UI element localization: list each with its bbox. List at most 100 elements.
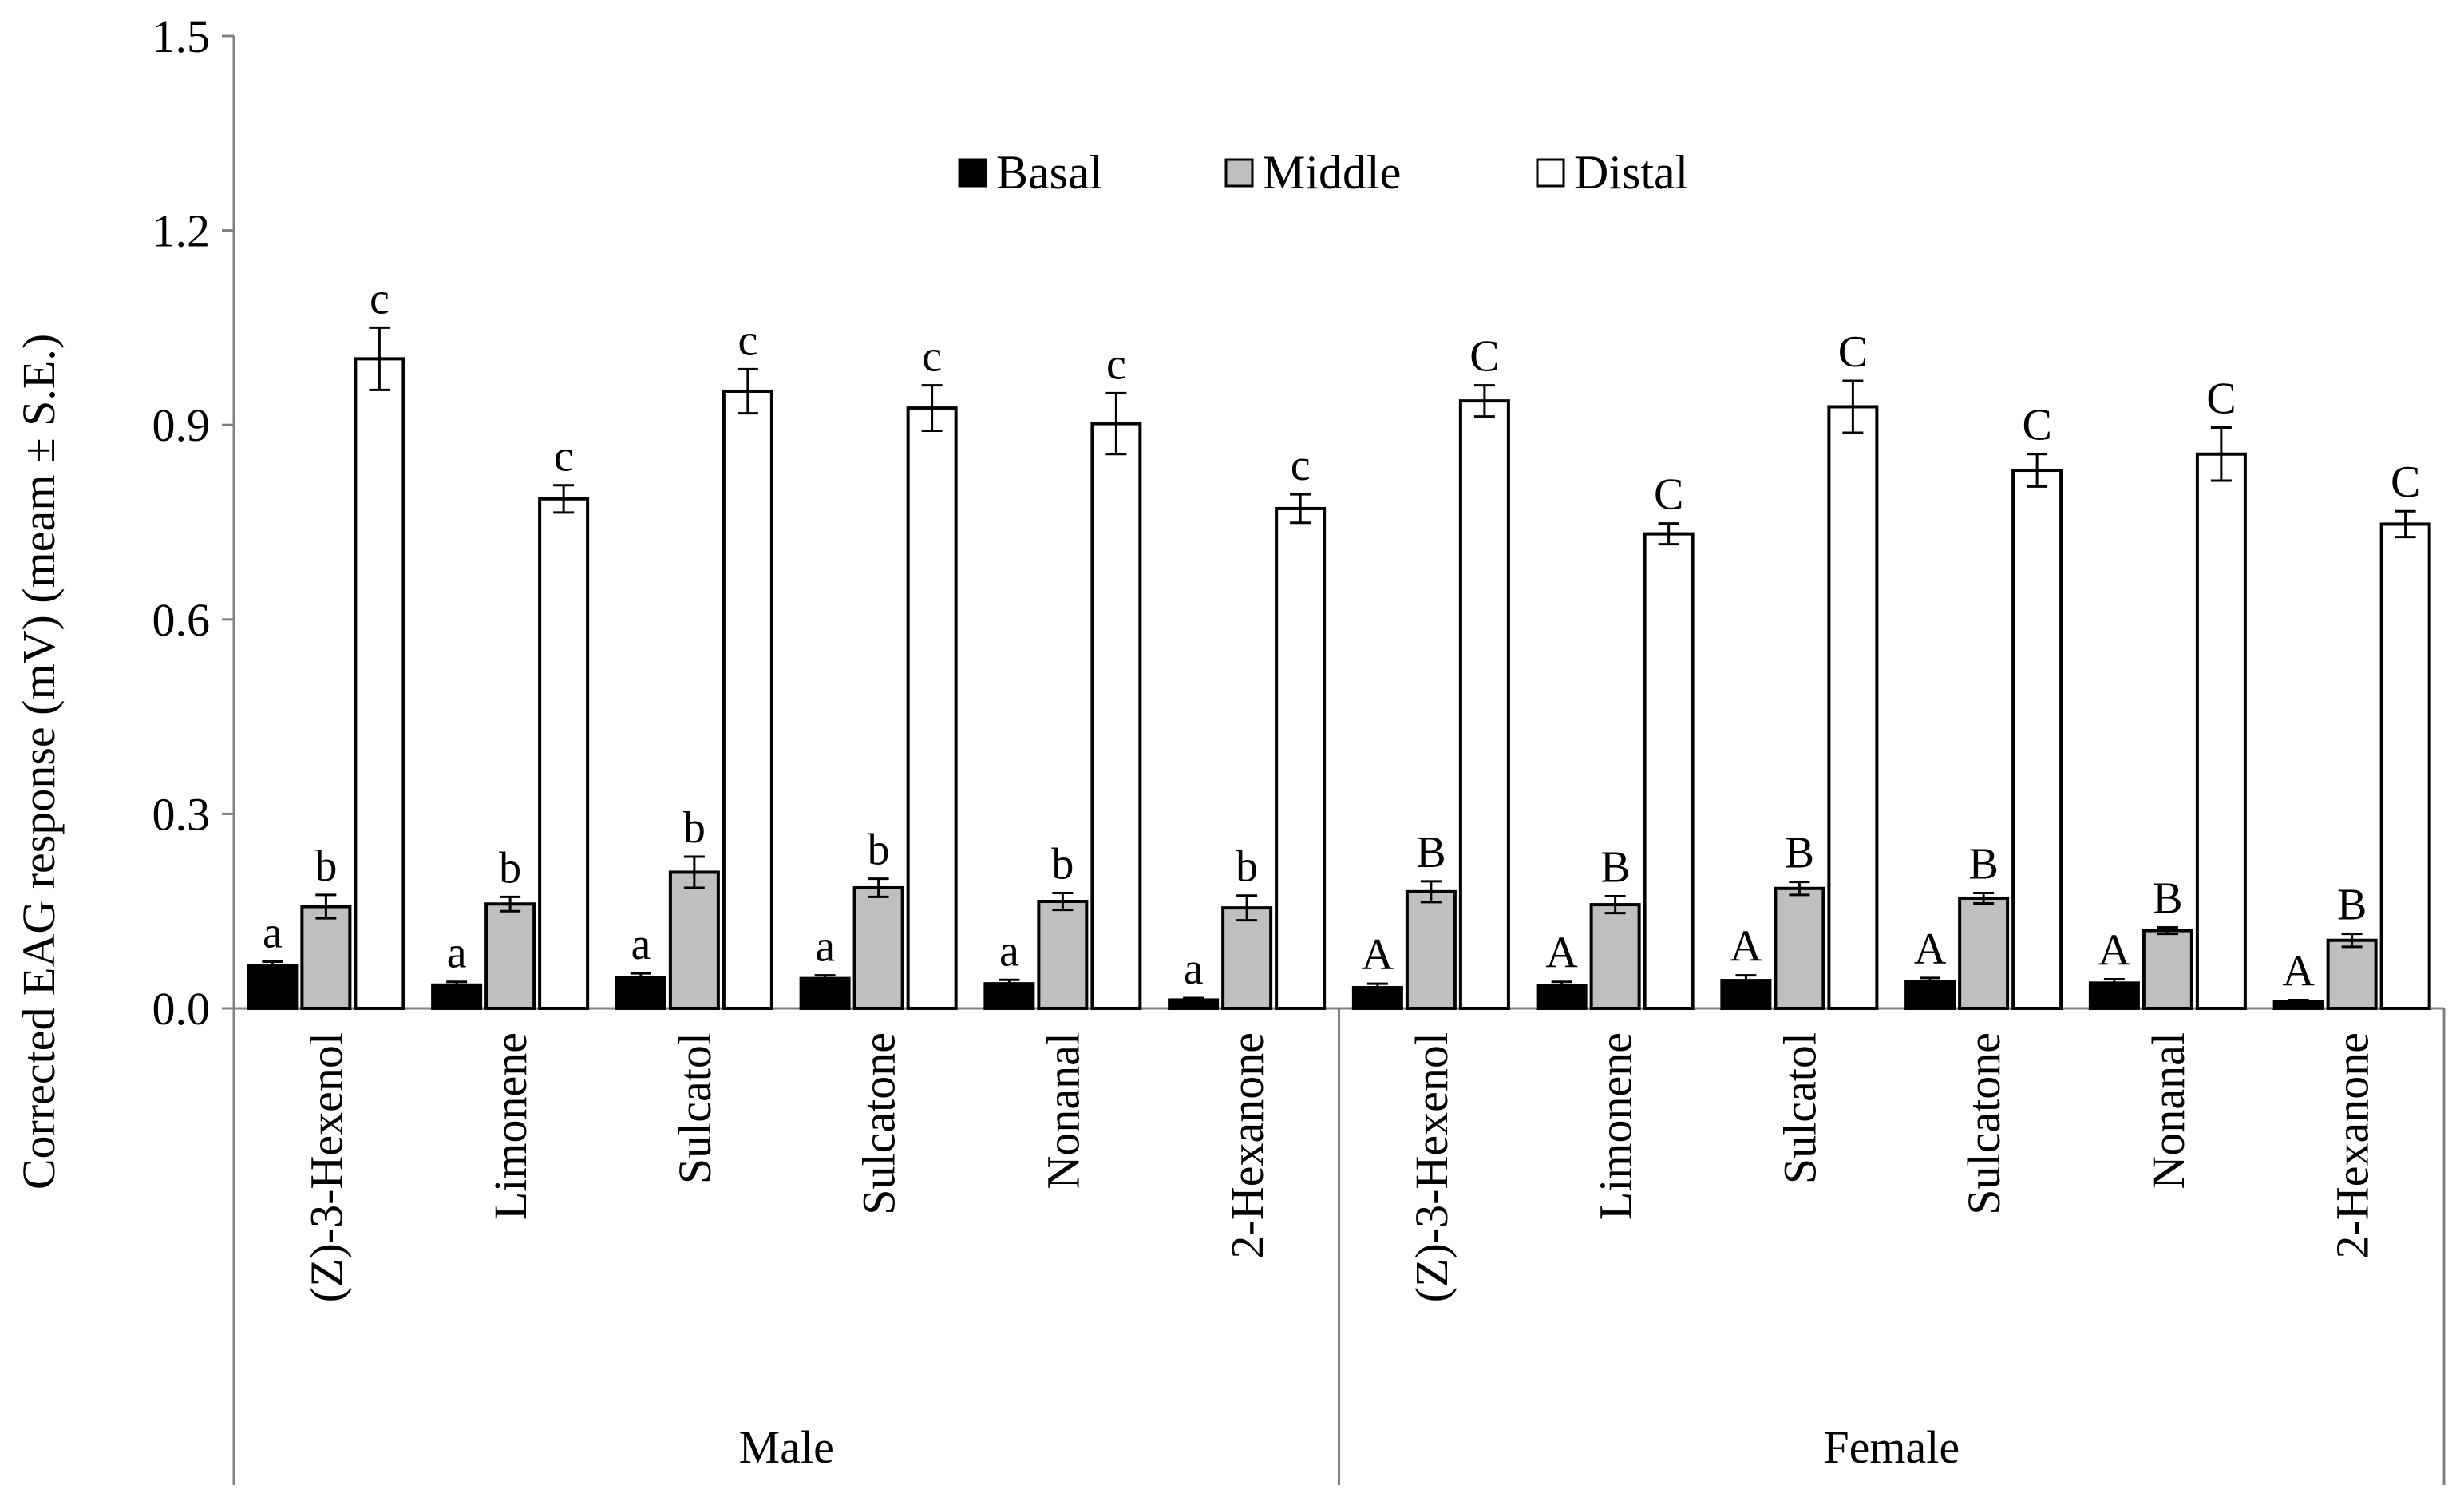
significance-letter: a [815,922,835,972]
significance-letter: B [1416,828,1446,877]
bar-distal [722,389,773,1010]
significance-letter: B [2153,874,2182,924]
category-label: 2-Hexanone [1221,1032,1273,1258]
bar-middle [2326,938,2378,1010]
legend-swatch [1224,158,1254,188]
significance-letter: a [999,926,1019,976]
bar-basal [799,976,851,1010]
significance-letter: A [1730,922,1762,972]
category-label: Limonene [1590,1032,1642,1220]
significance-letter: c [1291,441,1311,490]
significance-letter: c [1106,339,1126,389]
error-bars [262,326,2416,1005]
significance-letter: b [1051,839,1074,889]
category-label: (Z)-3-Hexenol [1406,1032,1457,1302]
significance-letter: c [738,315,757,365]
y-tick-label: 0.0 [152,983,211,1035]
category-label: 2-Hexanone [2327,1032,2379,1258]
bar-middle [484,902,536,1010]
significance-letter: C [1469,332,1499,382]
bar-distal [2011,469,2063,1010]
significance-letter: A [1362,930,1394,980]
y-tick-label: 0.3 [152,788,211,840]
significance-letter: A [2098,925,2131,975]
axes [232,36,2446,1485]
bar-distal [1275,506,1327,1010]
significance-letter: C [2391,457,2420,507]
category-label: Sulcatone [1958,1032,2010,1215]
bar-middle [1221,906,1273,1011]
group-labels: Male Female [739,1421,1960,1473]
significance-letter: A [1914,925,1947,974]
y-tick-label: 0.6 [152,594,211,646]
significance-letter: b [868,826,890,875]
category-label: Sulcatol [669,1032,721,1184]
bar-distal [906,406,958,1010]
bar-middle [1405,889,1457,1010]
significance-letter: B [1600,843,1630,893]
bar-middle [300,905,352,1010]
bar-basal [247,964,299,1010]
bar-basal [615,976,666,1011]
bar-middle [668,870,720,1010]
bar-middle [1037,900,1089,1011]
bar-middle [1774,886,1825,1011]
category-label: Nonanal [2142,1032,2194,1190]
bar-distal [354,357,405,1011]
significance-letter: B [1968,839,1998,889]
bar-distal [1458,399,1510,1010]
bar-middle [2142,929,2193,1011]
bar-distal [2379,522,2431,1010]
bar-distal [2195,452,2247,1010]
significance-letter: b [314,842,337,891]
significance-letter: A [1545,929,1578,978]
significance-letter: a [631,920,651,969]
significance-letter: C [1838,327,1868,377]
significance-letter: a [263,909,283,958]
bar-distal [1090,422,1142,1010]
significance-letter: a [447,929,467,978]
significance-letter: c [922,332,942,382]
bars [247,357,2431,1011]
significance-letter: b [683,803,706,853]
significance-letter: B [1785,829,1814,878]
legend: Basal Middle Distal [958,146,1688,199]
bar-middle [852,885,904,1011]
significance-letter: c [554,432,574,481]
y-tick-label: 0.9 [152,399,211,451]
category-label: Nonanal [1037,1032,1089,1190]
bar-middle [1589,903,1641,1010]
group-label: Female [1823,1421,1960,1473]
category-label: Sulcatone [853,1032,905,1215]
legend-label: Basal [996,146,1102,199]
significance-letter: B [2337,881,2367,930]
category-label: (Z)-3-Hexenol [300,1032,352,1302]
significance-letter: C [2206,374,2236,423]
y-ticks: 0.0 0.3 0.6 0.9 1.2 1.5 [152,10,234,1035]
bar-distal [538,497,590,1010]
legend-swatch [1536,158,1565,188]
significance-letter: b [1236,842,1258,892]
y-axis-title: Corrected EAG response (mV) (meam ± S.E.… [13,334,65,1190]
bar-middle [1958,896,2010,1010]
legend-label: Distal [1574,146,1688,199]
significance-letter: c [370,274,390,323]
y-tick-label: 1.5 [152,10,211,62]
significance-letter: b [499,843,521,893]
significance-letter: C [1654,470,1683,520]
category-label: Sulcatol [1774,1032,1825,1184]
y-axis-title-group: Corrected EAG response (mV) (meam ± S.E.… [13,334,65,1190]
category-labels: (Z)-3-Hexenol Limonene Sulcatol Sulcatone No… [300,1032,2378,1302]
group-label: Male [739,1421,834,1473]
bar-distal [1643,532,1695,1010]
significance-letter: C [2022,401,2051,450]
category-label: Limonene [484,1032,536,1220]
bar-distal [1827,405,1879,1010]
legend-swatch [958,158,987,188]
legend-label: Middle [1263,146,1401,199]
significance-letter: A [2282,946,2315,996]
y-tick-label: 1.2 [152,205,211,257]
significance-letter: a [1184,945,1204,994]
